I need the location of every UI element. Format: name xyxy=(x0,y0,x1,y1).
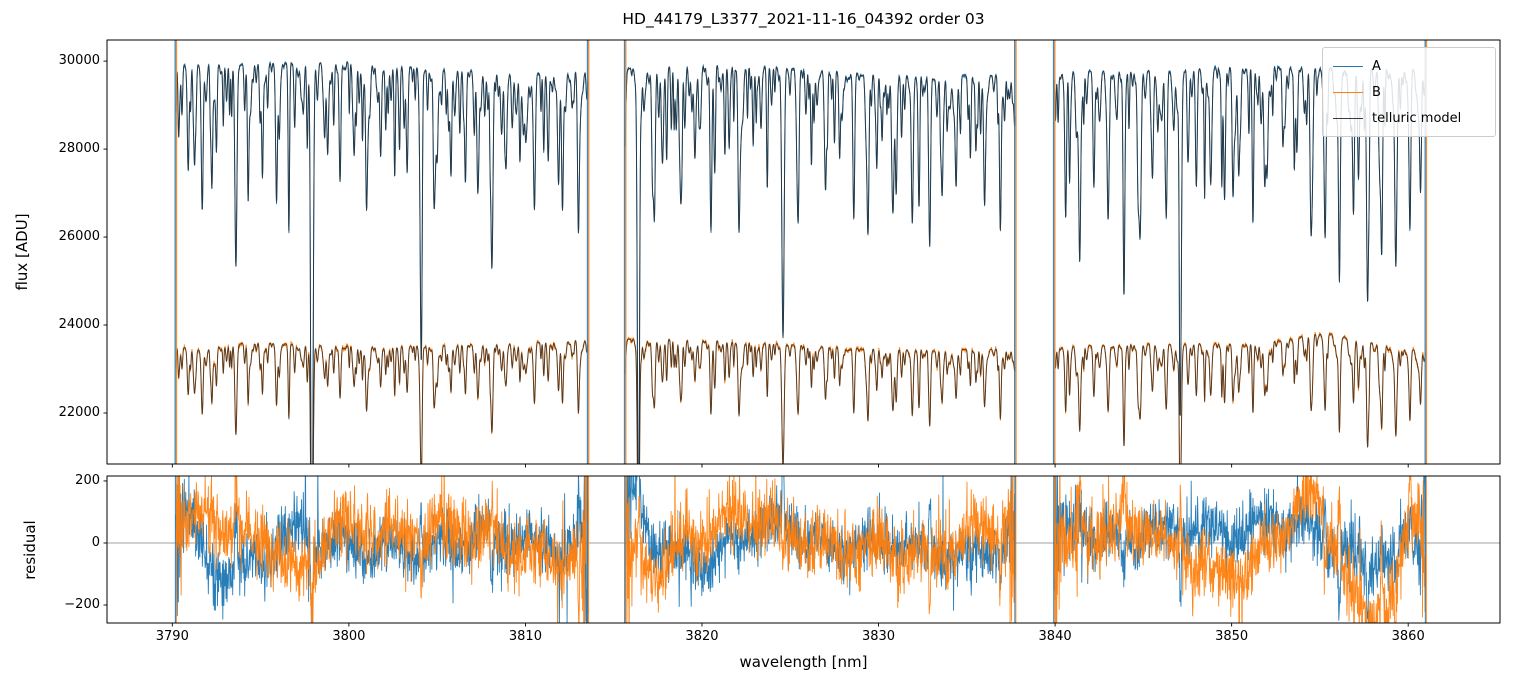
residual-y-tick-label: 200 xyxy=(75,472,100,488)
residual-y-tick-label: −200 xyxy=(64,597,100,612)
series-a-line-swatch xyxy=(1333,65,1363,67)
x-tick-label: 3790 xyxy=(155,629,189,644)
x-tick-label: 3800 xyxy=(332,629,366,644)
chart-title: HD_44179_L3377_2021-11-16_04392 order 03 xyxy=(622,10,985,28)
x-tick-label: 3830 xyxy=(861,629,896,644)
x-tick-label: 3860 xyxy=(1391,629,1425,644)
wavelength-axis-label: wavelength [nm] xyxy=(739,653,868,671)
x-tick-label: 3840 xyxy=(1038,629,1072,644)
flux-y-tick-label: 30000 xyxy=(58,53,100,69)
flux-y-tick-label: 24000 xyxy=(58,317,100,332)
flux-axis-label: flux [ADU] xyxy=(13,213,31,291)
legend-label-b: B xyxy=(1372,84,1381,100)
legend: A B telluric model xyxy=(1322,47,1496,137)
x-tick-label: 3820 xyxy=(685,629,719,644)
legend-entry-b: B xyxy=(1333,79,1485,105)
series-b-line-swatch xyxy=(1333,91,1363,93)
flux-y-tick-label: 26000 xyxy=(58,229,100,245)
x-tick-label: 3810 xyxy=(508,629,542,644)
x-tick-label: 3850 xyxy=(1215,629,1249,644)
flux-y-tick-label: 22000 xyxy=(58,404,100,420)
residual-y-tick-label: 0 xyxy=(91,534,100,550)
legend-entry-a: A xyxy=(1333,53,1485,79)
legend-label-telluric-model: telluric model xyxy=(1372,110,1462,126)
legend-entry-telluric-model: telluric model xyxy=(1333,105,1485,131)
flux-y-tick-label: 28000 xyxy=(58,141,100,157)
telluric-model-line-swatch xyxy=(1333,117,1363,119)
legend-label-a: A xyxy=(1372,58,1381,74)
